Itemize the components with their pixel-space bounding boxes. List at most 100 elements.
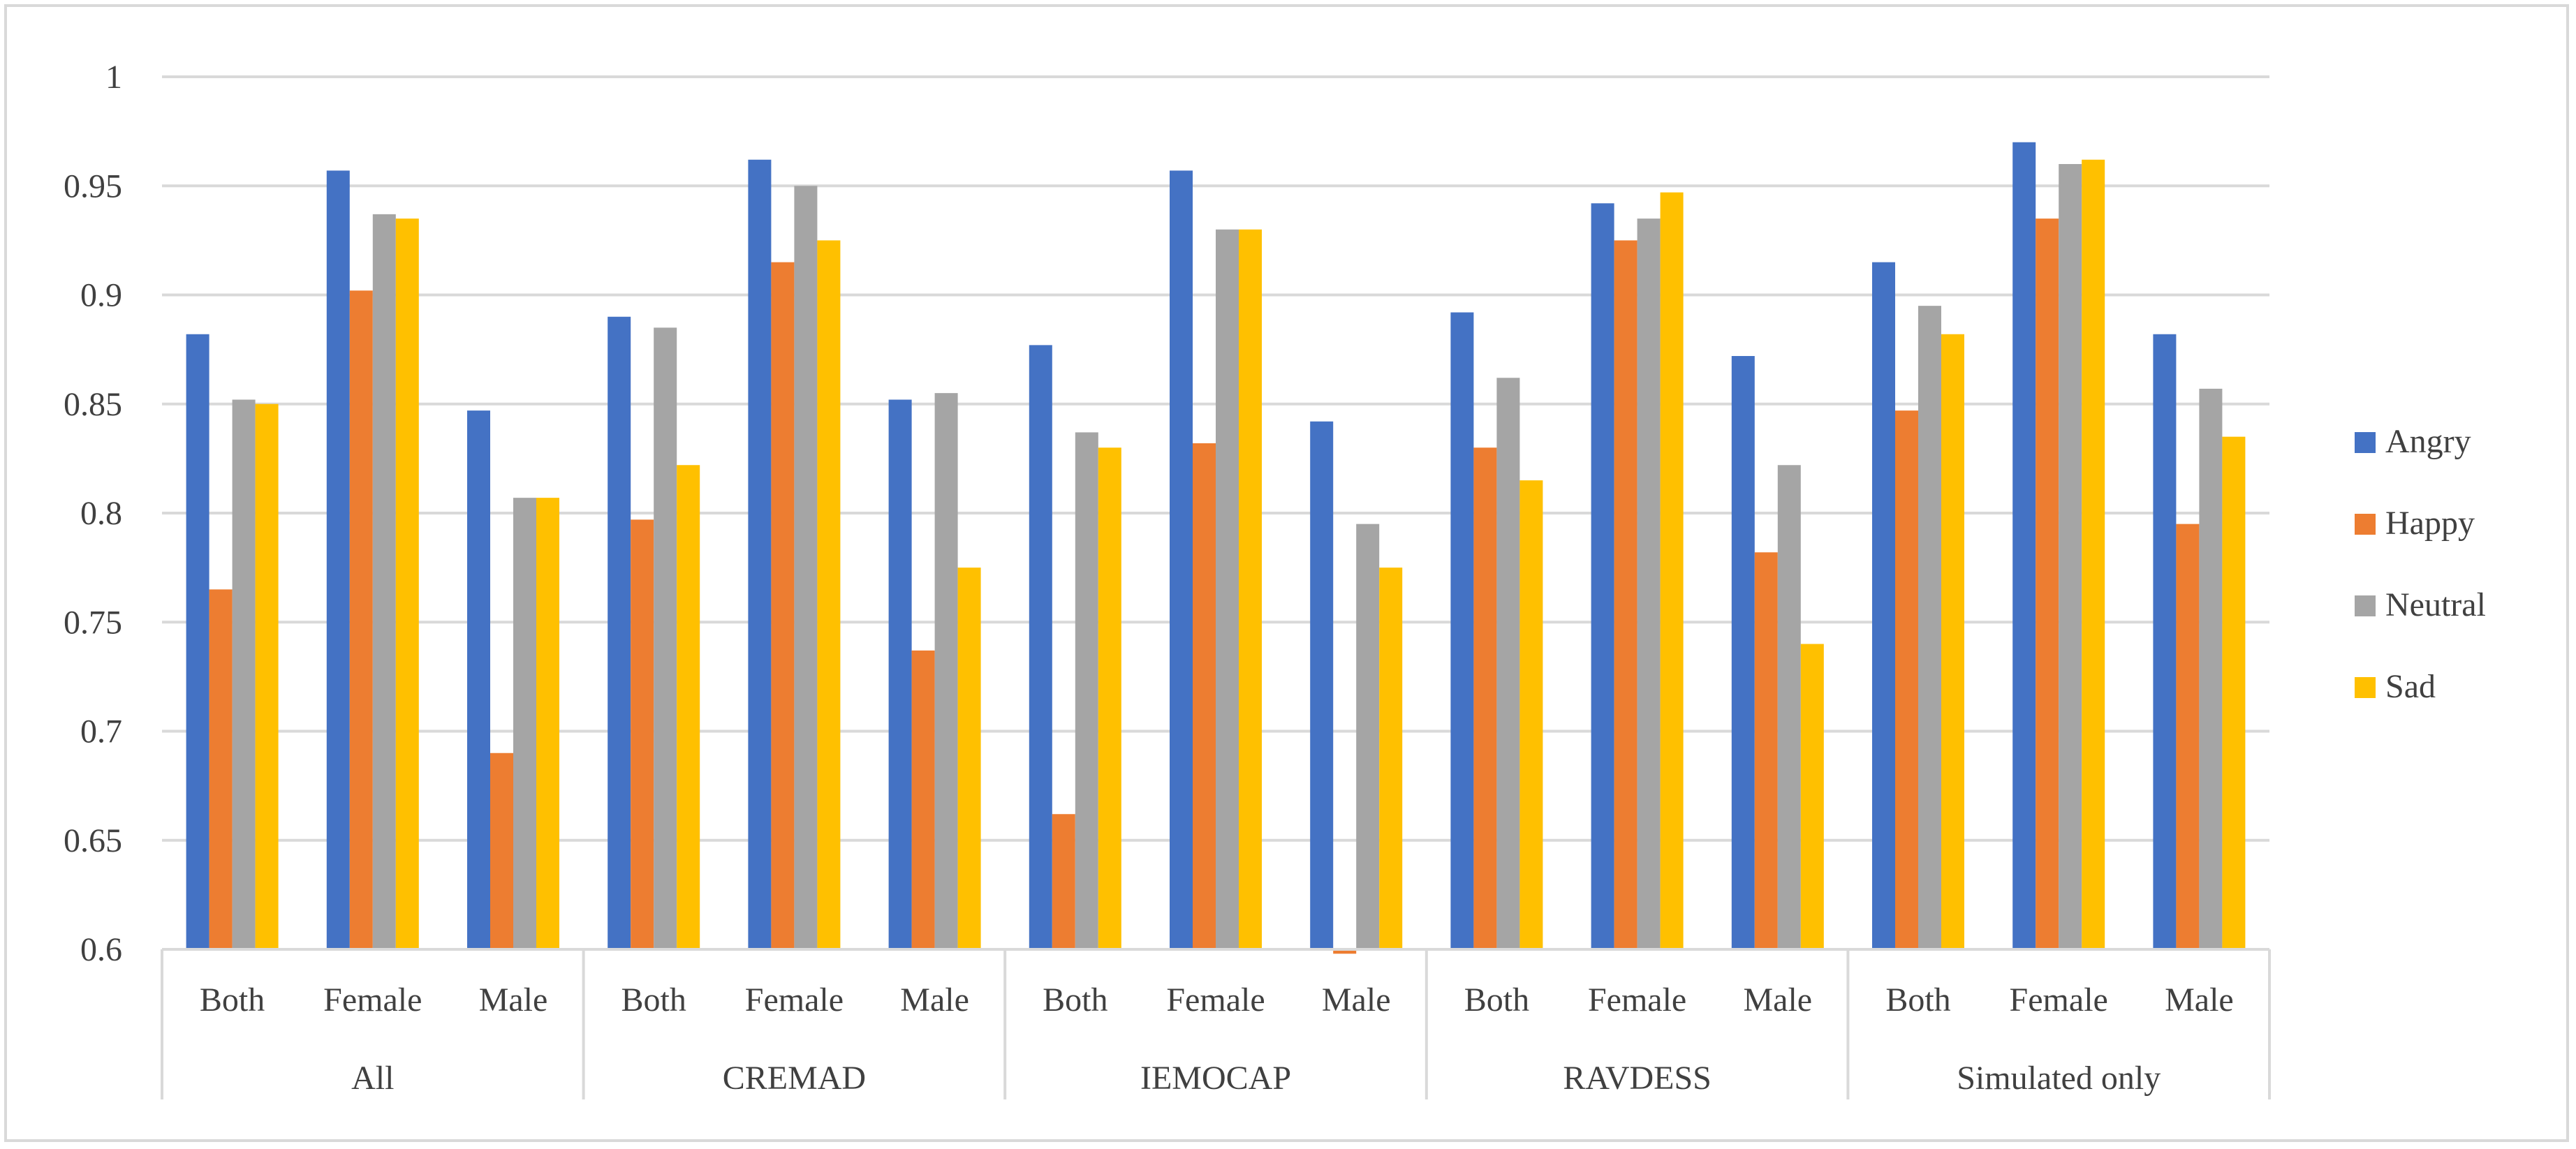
legend-label-sad: Sad xyxy=(2385,668,2436,705)
bar-angry-8 xyxy=(1310,421,1334,949)
x-tick-label: Both xyxy=(200,981,265,1018)
bar-happy-7 xyxy=(1193,443,1216,949)
bar-neutral-8 xyxy=(1356,524,1380,949)
bar-sad-4 xyxy=(817,240,841,949)
x-tick-label: Both xyxy=(1885,981,1950,1018)
bar-neutral-14 xyxy=(2199,388,2223,949)
bar-happy-11 xyxy=(1754,552,1778,949)
bar-happy-3 xyxy=(631,519,654,949)
bar-neutral-11 xyxy=(1777,465,1801,949)
bar-happy-10 xyxy=(1614,240,1637,949)
bar-angry-5 xyxy=(888,399,912,949)
axes: 0.6 0.65 0.7 0.75 0.8 0.85 0.9 0.95 1 Both Female M… xyxy=(64,59,2271,1099)
x-tick-label: Male xyxy=(900,981,969,1018)
bar-sad-12 xyxy=(1941,334,1964,949)
bar-sad-5 xyxy=(957,568,981,949)
bar-sad-11 xyxy=(1800,644,1824,949)
x-tick-label: Both xyxy=(1043,981,1107,1018)
legend-swatch-neutral xyxy=(2355,595,2376,616)
bar-neutral-4 xyxy=(794,186,818,949)
bar-angry-14 xyxy=(2153,334,2177,949)
y-tick-label: 0.9 xyxy=(80,277,122,314)
y-tick-label: 0.95 xyxy=(64,168,122,205)
bar-neutral-9 xyxy=(1496,378,1520,949)
x-group-label: IEMOCAP xyxy=(1140,1060,1291,1097)
y-tick-label: 0.85 xyxy=(64,386,122,423)
x-tick-label: Female xyxy=(745,981,844,1018)
bar-sad-14 xyxy=(2222,436,2246,949)
bar-angry-13 xyxy=(2012,142,2036,949)
bar-sad-6 xyxy=(1098,447,1121,949)
bar-sad-10 xyxy=(1660,192,1684,949)
x-group-label: CREMAD xyxy=(723,1060,866,1097)
bar-neutral-1 xyxy=(372,214,396,949)
bar-angry-0 xyxy=(186,334,209,949)
bar-neutral-13 xyxy=(2059,164,2082,949)
bar-sad-9 xyxy=(1519,480,1543,949)
x-tick-label: Female xyxy=(323,981,422,1018)
x-group-label: Simulated only xyxy=(1957,1060,2161,1097)
x-tick-label: Female xyxy=(1588,981,1686,1018)
bar-angry-11 xyxy=(1731,356,1755,949)
bar-sad-1 xyxy=(395,218,419,949)
legend-swatch-happy xyxy=(2355,514,2376,535)
bar-happy-2 xyxy=(490,753,513,949)
x-tick-label: Female xyxy=(1166,981,1265,1018)
x-tick-label: Male xyxy=(1322,981,1391,1018)
bar-angry-1 xyxy=(326,170,350,949)
bar-angry-10 xyxy=(1591,203,1614,949)
legend-swatch-angry xyxy=(2355,432,2376,453)
bar-happy-6 xyxy=(1052,814,1075,949)
x-tick-label: Male xyxy=(1743,981,1812,1018)
bar-sad-7 xyxy=(1239,229,1262,949)
bar-angry-12 xyxy=(1872,262,1895,949)
bar-neutral-10 xyxy=(1637,218,1661,949)
bar-angry-2 xyxy=(467,410,490,949)
y-tick-label: 0.6 xyxy=(80,931,122,968)
bars xyxy=(186,142,2246,954)
x-group-label: All xyxy=(351,1060,394,1097)
bar-sad-3 xyxy=(677,465,700,949)
bar-angry-6 xyxy=(1029,345,1052,949)
bar-happy-12 xyxy=(1895,410,1918,949)
bar-neutral-0 xyxy=(232,399,256,949)
x-group-label: RAVDESS xyxy=(1563,1060,1712,1097)
bar-happy-14 xyxy=(2176,524,2200,949)
y-tick-label: 0.7 xyxy=(80,713,122,750)
y-tick-label: 0.75 xyxy=(64,604,122,641)
x-tick-label: Male xyxy=(2165,981,2234,1018)
y-tick-label: 1 xyxy=(105,59,122,96)
chart-frame xyxy=(4,4,2569,1142)
bar-neutral-5 xyxy=(934,393,958,949)
bar-sad-8 xyxy=(1379,568,1403,949)
bar-happy-8 xyxy=(1333,949,1357,954)
bar-angry-7 xyxy=(1170,170,1193,949)
x-tick-label: Female xyxy=(2010,981,2108,1018)
bar-sad-0 xyxy=(255,403,279,949)
bar-happy-13 xyxy=(2036,218,2059,949)
y-tick-label: 0.65 xyxy=(64,822,122,859)
bar-neutral-6 xyxy=(1075,432,1098,949)
legend-label-neutral: Neutral xyxy=(2385,586,2486,623)
bar-neutral-12 xyxy=(1918,306,1941,949)
bar-angry-3 xyxy=(608,316,631,949)
x-tick-label: Both xyxy=(1464,981,1529,1018)
x-tick-label: Both xyxy=(621,981,686,1018)
bar-neutral-7 xyxy=(1216,229,1239,949)
bar-neutral-2 xyxy=(513,498,536,949)
bar-angry-9 xyxy=(1450,312,1474,949)
bar-happy-5 xyxy=(911,650,935,949)
bar-happy-4 xyxy=(771,262,795,949)
bar-happy-0 xyxy=(209,589,233,949)
bar-happy-1 xyxy=(349,290,373,949)
legend: Angry Happy Neutral Sad xyxy=(2355,423,2486,705)
bar-sad-13 xyxy=(2082,159,2105,949)
bar-angry-4 xyxy=(748,159,772,949)
y-tick-label: 0.8 xyxy=(80,495,122,532)
legend-swatch-sad xyxy=(2355,677,2376,698)
bar-neutral-3 xyxy=(654,327,677,949)
legend-label-angry: Angry xyxy=(2385,423,2471,460)
bar-happy-9 xyxy=(1473,447,1497,949)
legend-label-happy: Happy xyxy=(2385,505,2475,542)
